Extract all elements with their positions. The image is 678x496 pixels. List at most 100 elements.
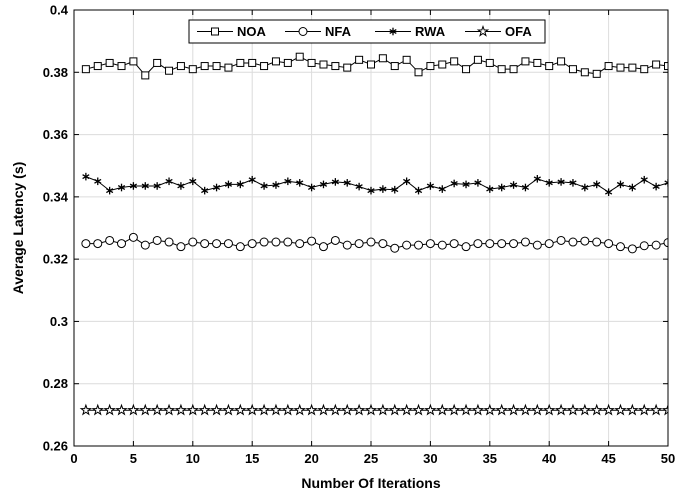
data-point-nfa — [307, 236, 317, 246]
data-point-ofa — [661, 403, 668, 416]
data-point-nfa — [117, 239, 127, 249]
data-point-noa — [640, 65, 649, 74]
legend-item-nfa: NFA — [285, 24, 352, 39]
data-point-rwa — [106, 186, 114, 195]
data-point-rwa — [260, 182, 268, 190]
data-point-nfa — [449, 239, 459, 249]
data-point-rwa — [486, 185, 494, 193]
data-point-rwa — [367, 186, 375, 195]
data-point-rwa — [224, 180, 233, 189]
data-point-noa — [248, 58, 257, 67]
data-point-noa — [557, 57, 566, 66]
data-point-noa — [580, 68, 589, 77]
data-point-rwa — [474, 179, 482, 187]
data-point-ofa — [150, 403, 164, 416]
data-point-noa — [604, 62, 613, 71]
data-point-ofa — [602, 403, 615, 416]
data-point-noa — [497, 65, 506, 74]
data-point-rwa — [616, 180, 625, 189]
data-point-nfa — [295, 239, 305, 249]
x-tick-label: 30 — [423, 451, 437, 466]
series-noa — [81, 52, 668, 80]
y-tick-label: 0.36 — [43, 127, 68, 142]
grid — [74, 10, 668, 446]
data-point-ofa — [424, 403, 437, 416]
data-point-ofa — [281, 403, 295, 416]
data-point-nfa — [223, 239, 233, 249]
data-point-rwa — [557, 178, 565, 186]
data-point-noa — [509, 65, 518, 74]
data-point-ofa — [115, 403, 128, 416]
data-point-rwa — [307, 183, 316, 192]
data-point-rwa — [403, 177, 411, 186]
data-point-rwa — [355, 182, 363, 191]
data-point-nfa — [366, 237, 376, 247]
legend-label-rwa: RWA — [415, 24, 446, 39]
data-point-noa — [616, 63, 625, 72]
legend-box — [188, 19, 546, 44]
data-point-ofa — [447, 403, 461, 416]
data-point-noa — [378, 54, 387, 63]
data-point-noa — [117, 62, 126, 71]
data-point-ofa — [234, 403, 247, 416]
y-tick-label: 0.28 — [43, 376, 68, 391]
data-point-noa — [200, 62, 209, 71]
data-point-ofa — [329, 403, 342, 416]
legend-marker-rwa — [389, 27, 397, 36]
data-point-ofa — [638, 403, 651, 416]
data-point-rwa — [141, 182, 149, 190]
data-point-rwa — [94, 177, 102, 186]
data-point-nfa — [639, 241, 649, 251]
data-point-ofa — [245, 403, 259, 416]
data-point-nfa — [663, 238, 668, 248]
x-tick-label: 0 — [70, 451, 77, 466]
data-point-noa — [438, 60, 447, 69]
data-point-noa — [343, 63, 352, 72]
x-tick-label: 40 — [542, 451, 556, 466]
x-tick-label: 10 — [186, 451, 200, 466]
data-point-nfa — [556, 235, 566, 245]
data-point-nfa — [200, 239, 210, 249]
data-point-nfa — [164, 237, 174, 247]
data-point-noa — [212, 62, 221, 71]
x-tick-label: 5 — [130, 451, 137, 466]
series-group — [79, 52, 668, 416]
data-point-noa — [414, 68, 423, 77]
data-point-noa — [165, 66, 174, 75]
legend-marker-noa — [211, 27, 219, 36]
data-point-rwa — [379, 185, 387, 193]
data-point-nfa — [437, 240, 447, 250]
data-point-rwa — [604, 188, 613, 196]
data-point-ofa — [139, 403, 152, 416]
data-point-ofa — [103, 403, 116, 416]
data-point-ofa — [293, 403, 306, 416]
data-point-ofa — [222, 403, 235, 416]
y-tick-label: 0.32 — [43, 252, 68, 267]
data-point-nfa — [627, 244, 637, 254]
x-axis-title: Number Of Iterations — [301, 475, 440, 491]
data-point-rwa — [593, 180, 601, 189]
data-point-noa — [390, 62, 399, 71]
data-point-ofa — [269, 403, 283, 416]
data-point-noa — [176, 62, 185, 71]
data-point-ofa — [531, 403, 544, 416]
data-point-nfa — [425, 239, 435, 249]
data-point-ofa — [91, 403, 104, 416]
legend-item-rwa: RWA — [375, 24, 446, 39]
data-point-noa — [93, 62, 102, 71]
data-point-noa — [367, 60, 375, 69]
data-point-ofa — [174, 403, 188, 416]
x-tick-label: 20 — [304, 451, 318, 466]
data-point-ofa — [79, 403, 93, 416]
legend-item-ofa: OFA — [465, 24, 532, 39]
data-point-rwa — [153, 182, 161, 190]
data-point-ofa — [305, 403, 318, 416]
data-point-nfa — [604, 239, 614, 249]
data-point-nfa — [497, 239, 507, 249]
y-tick-label: 0.26 — [43, 439, 68, 454]
data-point-rwa — [545, 179, 553, 187]
y-tick-label: 0.3 — [50, 314, 68, 329]
data-point-rwa — [391, 185, 399, 194]
data-point-noa — [141, 71, 150, 80]
data-point-noa — [664, 62, 668, 71]
